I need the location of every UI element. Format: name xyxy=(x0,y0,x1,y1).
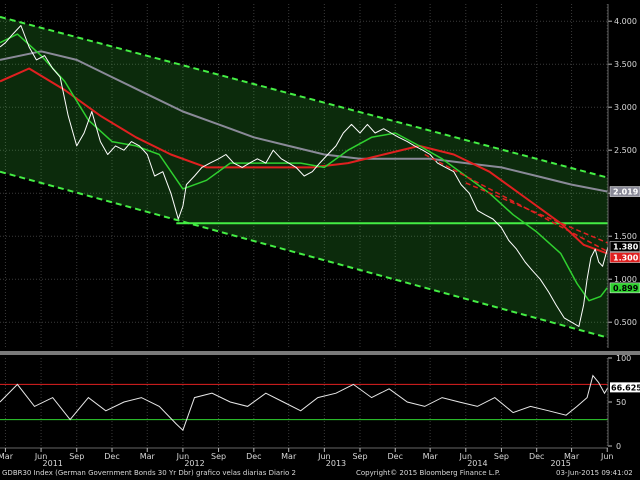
y-tick-label: 3.000 xyxy=(614,103,637,112)
red-moving-average xyxy=(0,67,608,255)
channel-upper-line xyxy=(0,15,609,179)
price-line xyxy=(0,25,609,327)
month-tick-label: Mar xyxy=(564,452,580,461)
price-panel: 4.0003.5003.0002.5002.0001.5001.0000.500… xyxy=(0,0,640,466)
chart-background xyxy=(0,0,640,466)
footer-bar: GDBR30 Index (German Government Bonds 30… xyxy=(0,466,640,480)
year-tick-label: 2013 xyxy=(326,459,346,466)
month-tick-label: Jun xyxy=(317,452,331,461)
channel-lower-line xyxy=(0,170,609,339)
month-tick-label: Sep xyxy=(494,452,509,461)
oscillator-tick-label: 50 xyxy=(616,398,626,407)
grey-moving-average xyxy=(0,50,608,193)
year-tick-label: 2011 xyxy=(43,459,63,466)
price-tag-label: 0.899 xyxy=(613,284,639,293)
oscillator-line xyxy=(0,374,609,432)
price-tag xyxy=(609,186,640,197)
month-tick-label: Dec xyxy=(388,452,403,461)
year-tick-label: 2015 xyxy=(551,459,571,466)
time-axis: Mar Jun Sep Dec Mar Jun Sep Dec Mar Jun Sep Dec Mar J… xyxy=(0,447,614,466)
timestamp-text: 03-Jun-2015 09:41:02 xyxy=(556,469,633,477)
price-tag-label: 1.380 xyxy=(613,243,639,252)
month-tick-label: Mar xyxy=(140,452,156,461)
price-tag-label: 2.019 xyxy=(613,188,639,197)
month-tick-label: Dec xyxy=(529,452,544,461)
month-tick-label: Mar xyxy=(0,452,14,461)
y-tick-label: 0.500 xyxy=(614,318,637,327)
green-moving-average xyxy=(0,33,608,302)
copyright-text: Copyright© 2015 Bloomberg Finance L.P. xyxy=(356,469,501,477)
y-tick-label: 4.000 xyxy=(614,17,637,26)
red-dashed-projection xyxy=(424,153,609,253)
month-tick-label: Sep xyxy=(69,452,84,461)
panel-separator xyxy=(0,351,640,355)
month-tick-label: Jun xyxy=(459,452,473,461)
oscillator-panel: 100 50 0 66.6252 xyxy=(0,354,640,451)
oscillator-tick-label: 100 xyxy=(616,354,631,363)
month-tick-label: Jun xyxy=(176,452,190,461)
price-tag xyxy=(609,282,640,294)
month-tick-label: Jun xyxy=(600,452,614,461)
month-tick-label: Jun xyxy=(34,452,48,461)
month-tick-label: Mar xyxy=(423,452,439,461)
y-tick-label: 2.500 xyxy=(614,146,637,155)
oscillator-value-tag xyxy=(610,382,640,393)
oscillator-value-label: 66.6252 xyxy=(611,383,640,392)
bond-yield-chart: 4.0003.5003.0002.5002.0001.5001.0000.500… xyxy=(0,0,640,466)
y-tick-label: 1.500 xyxy=(614,232,637,241)
oscillator-tick-label: 0 xyxy=(616,442,621,451)
year-tick-label: 2014 xyxy=(467,459,487,466)
month-tick-label: Dec xyxy=(246,452,261,461)
month-tick-label: Sep xyxy=(352,452,367,461)
price-tag-label: 1.300 xyxy=(613,254,639,263)
red-dashed-projection xyxy=(465,182,609,244)
price-tag xyxy=(609,252,640,263)
month-tick-label: Mar xyxy=(281,452,297,461)
month-tick-label: Sep xyxy=(211,452,226,461)
month-tick-label: Dec xyxy=(104,452,119,461)
price-tag xyxy=(609,241,640,252)
y-tick-label: 3.500 xyxy=(614,60,637,69)
index-label: GDBR30 Index (German Government Bonds 30… xyxy=(2,469,296,477)
year-tick-label: 2012 xyxy=(184,459,204,466)
y-tick-label: 1.000 xyxy=(614,275,637,284)
